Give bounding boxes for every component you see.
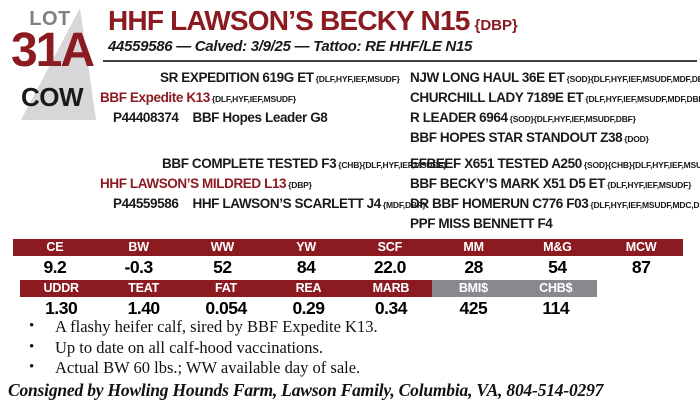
epd-header-cell: SCF: [348, 239, 432, 256]
pedigree-entry: BBF HOPES STAR STANDOUT Z38 {DOD}: [410, 130, 649, 145]
epd-header-cell: FAT: [184, 280, 268, 297]
epd-header-cell: YW: [264, 239, 348, 256]
epd-header-cell: CE: [13, 239, 97, 256]
epd-value-cell: -0.3: [124, 257, 154, 277]
epd-header-cell: TEAT: [102, 280, 185, 297]
epd-value-cell: 22.0: [373, 257, 407, 277]
header-divider: [103, 60, 697, 62]
sire-name: BBF Expedite K13 {DLF,HYF,IEF,MSUDF}: [100, 90, 296, 105]
note-item: Up to date on all calf-hood vaccinations…: [29, 339, 690, 356]
epd-value-cell: 28: [464, 257, 483, 277]
epd-value-cell: 114: [542, 298, 570, 318]
epd-header-row-2: UDDR TEAT FAT REA MARB BMI$ CHB$: [20, 280, 597, 297]
consignor-line: Consigned by Howling Hounds Farm, Lawson…: [8, 380, 604, 400]
epd-header-cell: MCW: [599, 239, 683, 256]
pedigree-section: SR EXPEDITION 619G ET {DLF,HYF,IEF,MSUDF}…: [0, 64, 700, 238]
note-item: A flashy heifer calf, sired by BBF Exped…: [29, 318, 690, 335]
lot-block: LOT 31A COW: [0, 2, 104, 124]
pedigree-entry: NJW LONG HAUL 36E ET {SOD}{DLF,HYF,IEF,MS…: [410, 70, 700, 85]
epd-value-cell: 425: [459, 298, 488, 318]
epd-value-cell: 1.30: [45, 298, 78, 318]
epd-value-cell: 84: [296, 257, 316, 277]
epd-value-cell: 9.2: [43, 257, 67, 277]
dam-granddam: HHF LAWSON’S SCARLETT J4: [192, 196, 381, 211]
lot-category: COW: [20, 82, 84, 112]
epd-value-cell: 52: [213, 257, 232, 277]
epd-value-cell: 1.40: [127, 298, 161, 318]
pedigree-entry: EFBEEF X651 TESTED A250 {SOD}{CHB}{DLF,HY…: [410, 156, 700, 171]
epd-value-cell: 0.054: [205, 298, 247, 318]
pedigree-entry: R LEADER 6964 {SOD}{DLF,HYF,IEF,MSUDF,DBF…: [410, 110, 636, 125]
epd-value-row-1: 9.2 -0.3 52 84 22.0 28 54 87: [13, 257, 683, 278]
sire-reg-granddam: P44408374 BBF Hopes Leader G8: [113, 110, 329, 125]
dam-grandsire: BBF COMPLETE TESTED F3 {CHB}{DLF,HYF,IEF,…: [162, 156, 447, 171]
pedigree-entry: PPF MISS BENNETT F4: [410, 216, 553, 231]
epd-value-cell: 0.29: [292, 298, 325, 318]
epd-header-cell: M&G: [515, 239, 600, 256]
note-item: Actual BW 60 lbs.; WW available day of s…: [29, 359, 690, 376]
animal-title-row: HHF LAWSON’S BECKY N15 {DBP}: [108, 5, 518, 37]
animal-name: HHF LAWSON’S BECKY N15: [108, 5, 470, 36]
epd-header-cell-index: CHB$: [514, 280, 597, 297]
pedigree-entry: DR BBF HOMERUN C776 F03 {DLF,HYF,IEF,MSUD…: [410, 196, 700, 211]
pedigree-entry: CHURCHILL LADY 7189E ET {DLF,HYF,IEF,MSUD…: [410, 90, 700, 105]
pedigree-entry: BBF BECKY’S MARK X51 D5 ET {DLF,HYF,IEF,M…: [410, 176, 692, 191]
epd-header-cell: MM: [431, 239, 516, 256]
animal-name-tag: {DBP}: [474, 17, 518, 34]
lot-number: 31A: [10, 24, 95, 77]
epd-header-cell: REA: [267, 280, 350, 297]
epd-value-row-2: 1.30 1.40 0.054 0.29 0.34 425 114: [20, 298, 597, 319]
lot-corner-triangle: [21, 8, 96, 120]
registration-line: 44559586 — Calved: 3/9/25 — Tattoo: RE H…: [108, 38, 473, 55]
epd-value-cell: 0.34: [374, 298, 408, 318]
epd-header-cell-index: BMI$: [432, 280, 515, 297]
epd-value-cell: 54: [548, 257, 567, 277]
sale-notes: A flashy heifer calf, sired by BBF Exped…: [0, 318, 690, 380]
dam-name: HHF LAWSON’S MILDRED L13 {DBP}: [100, 176, 312, 191]
sire-granddam: BBF Hopes Leader G8: [192, 110, 328, 125]
epd-header-row-1: CE BW WW YW SCF MM M&G MCW: [13, 239, 683, 256]
dam-reg-number: P44559586: [113, 196, 179, 211]
epd-header-cell: BW: [96, 239, 181, 256]
epd-header-cell: UDDR: [20, 280, 103, 297]
epd-value-cell: 87: [631, 257, 651, 277]
sire-reg-number: P44408374: [113, 110, 179, 125]
epd-header-cell: MARB: [349, 280, 433, 297]
lot-label: LOT: [29, 8, 71, 30]
dam-reg-granddam: P44559586 HHF LAWSON’S SCARLETT J4 {MDF,DB…: [113, 196, 426, 211]
sire-grandsire: SR EXPEDITION 619G ET {DLF,HYF,IEF,MSUDF}: [160, 70, 400, 85]
epd-header-cell: WW: [180, 239, 265, 256]
